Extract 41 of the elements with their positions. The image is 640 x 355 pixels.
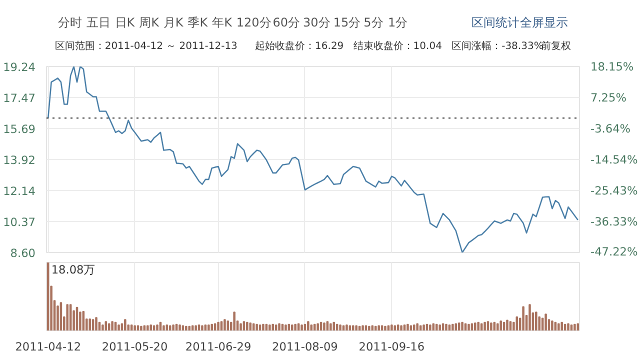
text: 分时 <box>58 16 82 30</box>
line-series <box>47 66 579 252</box>
y2-tick-label: -36.33% <box>590 214 638 229</box>
y2-tick-label: -25.43% <box>590 184 638 198</box>
text: 120分 <box>236 16 272 30</box>
y-tick-label: 19.24 <box>3 60 36 74</box>
x-tick-label: 2011-06-29 <box>185 340 252 354</box>
text: 前复权 <box>541 40 572 52</box>
x-tick-label: 2011-09-16 <box>358 340 425 354</box>
chart-title: 区间范围：2011-04-12 ～ 2011-12-13 <box>54 40 238 52</box>
text: 月K <box>163 16 184 30</box>
text: 区间统计 <box>472 16 520 30</box>
text: 起始收盘价：16.29 <box>255 40 344 52</box>
y-tick-label: 12.14 <box>3 184 36 198</box>
x-tick-label: 2011-08-09 <box>272 340 338 354</box>
text: 5分 <box>364 16 384 30</box>
y2-tick-label: 7.25% <box>590 90 627 105</box>
annotation: 18.08万 <box>51 262 95 276</box>
text: 五日 <box>86 16 110 30</box>
x-tick-label: 2011-04-12 <box>15 340 82 354</box>
y2-tick-label: -47.22% <box>590 244 638 258</box>
y-tick-label: 15.69 <box>3 122 36 136</box>
y2-tick-label: -3.64% <box>590 122 631 136</box>
text: 日K <box>114 16 136 30</box>
text: 结束收盘价：10.04 <box>353 40 442 52</box>
text: 30分 <box>303 16 330 30</box>
text: 季K <box>188 16 209 30</box>
y2-tick-label: 18.15% <box>590 60 634 74</box>
y2-tick-label: -14.54% <box>590 152 638 167</box>
text: 年K <box>212 16 234 30</box>
text: 周K <box>139 16 160 30</box>
y-tick-label: 10.37 <box>3 215 36 230</box>
y-tick-label: 13.92 <box>3 153 36 167</box>
text: 15分 <box>333 16 361 30</box>
text: 全屏显示 <box>520 16 568 30</box>
y-tick-label: 8.60 <box>10 246 36 260</box>
text: 区间涨幅：-38.33% <box>452 40 544 52</box>
y-tick-label: 17.47 <box>3 90 36 105</box>
x-tick-label: 2011-05-20 <box>102 340 168 354</box>
text: 1分 <box>388 16 408 30</box>
text: 60分 <box>272 16 300 30</box>
